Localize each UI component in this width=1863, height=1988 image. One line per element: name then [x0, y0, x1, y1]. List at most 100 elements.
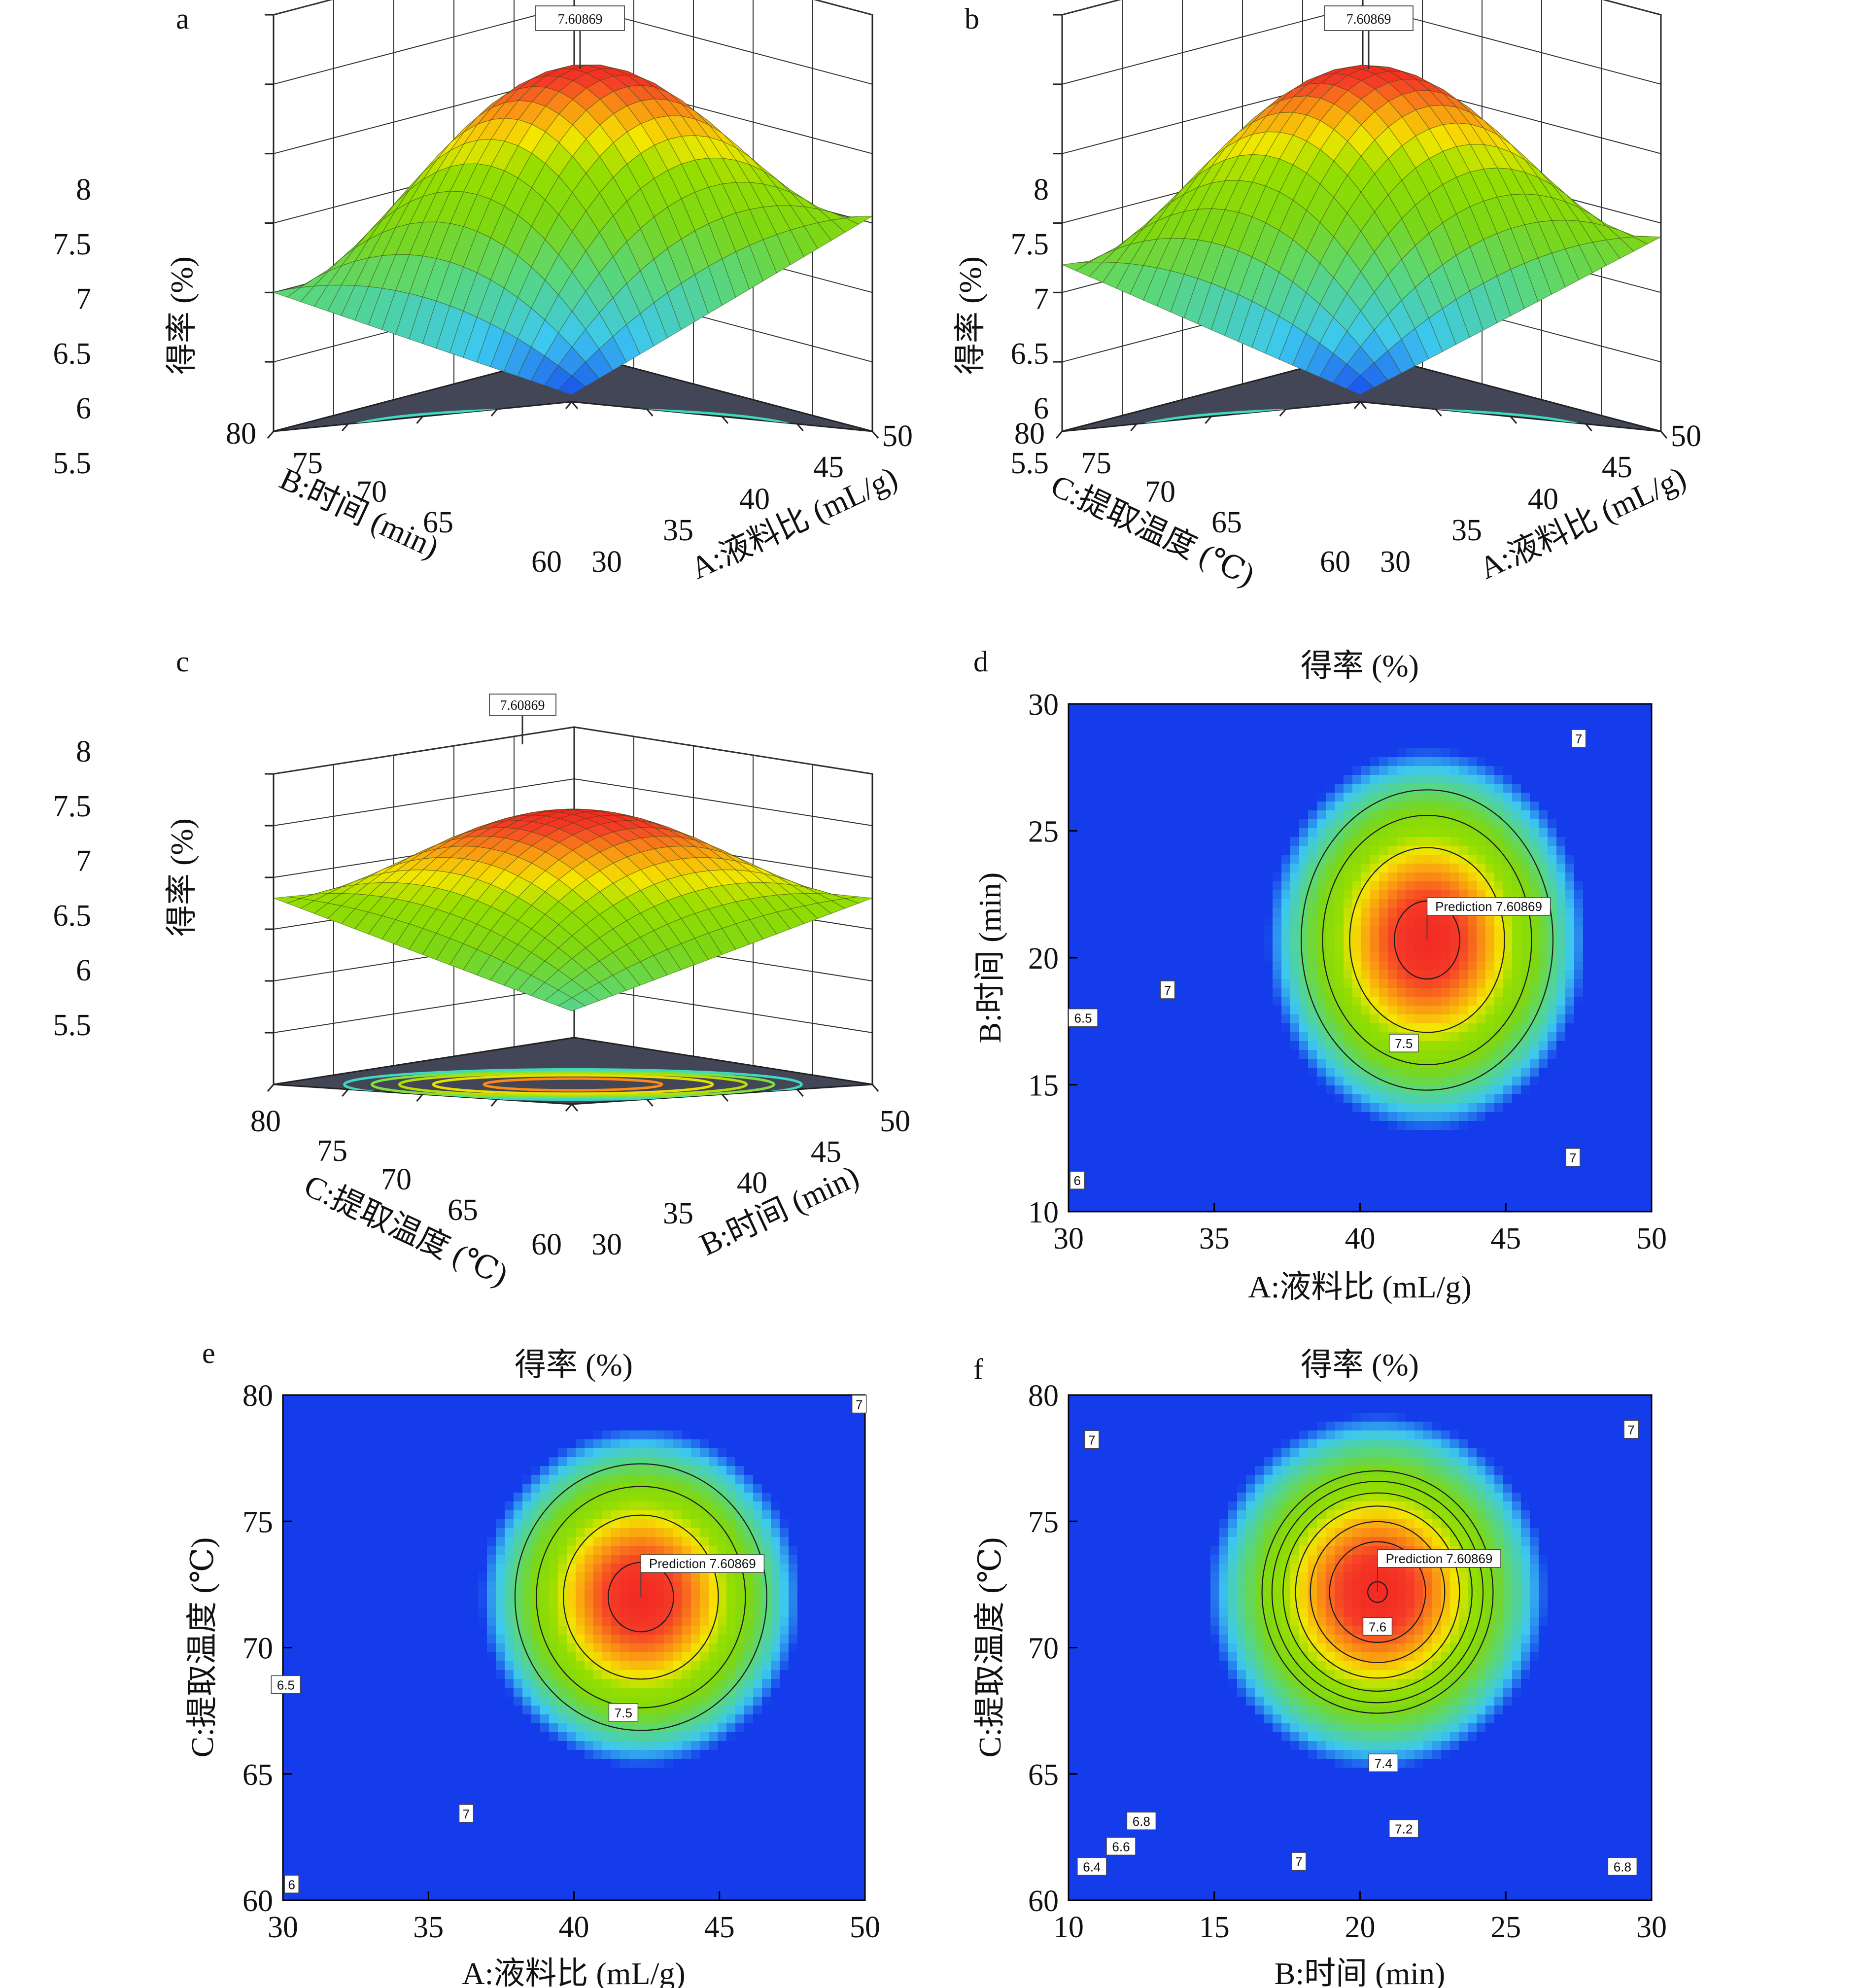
panel-c-z-tick: 8 — [76, 735, 91, 768]
panel-b-floor-contour — [1159, 410, 1564, 431]
panel-c-letter: c — [176, 645, 189, 678]
panel-a-x-tick: 50 — [882, 419, 913, 453]
panel-c-x-tick: 50 — [880, 1105, 910, 1138]
panel-f-contour-label: 7.6 — [1362, 1617, 1393, 1636]
panel-b-floor-contour — [1220, 416, 1503, 431]
panel-c-x-tick: 40 — [737, 1166, 767, 1200]
panel-a-z-axis-label: 得率 (%) — [164, 256, 199, 375]
panel-d-x-tick: 45 — [1490, 1222, 1521, 1256]
panel-c-floor-contour — [483, 1077, 663, 1092]
panel-c-z-tick: 6.5 — [53, 899, 92, 933]
panel-f-x-axis-label: B:时间 (min) — [1275, 1956, 1446, 1988]
panel-d-prediction-flag: Prediction 7.60869 — [1426, 897, 1551, 940]
panel-a-3d-axes — [265, 0, 879, 439]
panel-f-y-tick: 65 — [1028, 1758, 1059, 1792]
panel-d-x-tick: 35 — [1199, 1222, 1230, 1256]
panel-a-z-tick: 8 — [76, 173, 91, 207]
panel-c-floor-contour — [398, 1072, 748, 1097]
panel-a-y-tick: 80 — [226, 417, 256, 451]
panel-b-surface-plot: b 8 7.5 7 6.5 6 5.5 得率 (%) 80 75 70 65 6… — [953, 0, 1701, 593]
panel-d-contour-label: 6 — [1070, 1171, 1085, 1189]
panel-f-contour-label: 7.4 — [1368, 1753, 1399, 1772]
panel-c-x-tick: 45 — [811, 1135, 841, 1169]
panel-b-y-tick: 65 — [1211, 506, 1242, 539]
svg-text:7.60869: 7.60869 — [1346, 12, 1391, 27]
panel-a-y-tick: 75 — [292, 447, 323, 480]
panel-e-contour-plot: e 得率 (%) A:液料比 (mL/g) C:提取温度 (℃) 30 35 40 4… — [185, 1337, 880, 1988]
panel-c-z-tick: 6 — [76, 954, 91, 987]
panel-e-x-tick: 40 — [559, 1911, 589, 1944]
panel-d-contour-line — [1301, 789, 1554, 1091]
panel-c-z-axis-label: 得率 (%) — [164, 818, 199, 937]
panel-d-contour-label: 7 — [1565, 1148, 1581, 1167]
panel-f-x-tick: 30 — [1636, 1911, 1667, 1944]
panel-b-z-tick: 7.5 — [1011, 228, 1049, 261]
panel-f-contour-label: 6.8 — [1126, 1812, 1157, 1830]
panel-d-contour-line — [1322, 814, 1532, 1065]
panel-d-heatmap — [1069, 704, 1652, 1212]
panel-b-z-tick: 6.5 — [1011, 337, 1049, 371]
panel-c-x-tick: 35 — [663, 1197, 693, 1230]
svg-text:7.60869: 7.60869 — [558, 12, 603, 27]
panel-d-y-tick: 30 — [1028, 688, 1059, 722]
panel-e-y-tick: 75 — [242, 1505, 273, 1539]
panel-d-contour-plot: d 得率 (%) A:液料比 (mL/g) B:时间 (min) 30 35 40 4… — [972, 645, 1667, 1304]
panel-d-contour-label: 6.5 — [1068, 1008, 1098, 1027]
panel-e-prediction-flag: Prediction 7.60869 — [640, 1554, 765, 1597]
panel-e-contour-label: 6 — [284, 1875, 299, 1893]
panel-e-contour-label: 7 — [458, 1804, 474, 1823]
panel-e-contour-line — [514, 1463, 767, 1731]
panel-c-floor-contour — [370, 1070, 776, 1099]
panel-e-x-tick: 50 — [850, 1911, 880, 1944]
panel-a-floor-contour — [432, 416, 714, 431]
panel-a-y-tick: 65 — [423, 506, 453, 539]
panel-b-x-axis-label: A:液料比 (mL/g) — [1474, 460, 1691, 586]
panel-f-contour-label: 6.6 — [1106, 1837, 1136, 1856]
panel-f-contour-line — [1271, 1481, 1484, 1704]
panel-d-y-tick: 10 — [1028, 1196, 1059, 1229]
panel-f-y-tick: 60 — [1028, 1884, 1059, 1918]
panel-a-x-axis-label: A:液料比 (mL/g) — [686, 460, 903, 586]
panel-a-surface-plot: a 8 7.5 7 6.5 6 5.5 得率 (%) 80 75 70 65 6… — [53, 0, 913, 586]
panel-f-contour-line — [1295, 1505, 1460, 1679]
panel-a-surface — [272, 65, 874, 395]
panel-c-x-tick: 30 — [591, 1228, 622, 1261]
panel-f-contour-label: 7 — [1623, 1420, 1639, 1439]
svg-text:7.60869: 7.60869 — [500, 698, 545, 713]
panel-f-x-tick: 25 — [1490, 1911, 1521, 1944]
panel-f-contour-line — [1261, 1470, 1494, 1714]
panel-c-y-tick: 70 — [381, 1163, 412, 1196]
panel-f-heatmap — [1069, 1395, 1652, 1900]
panel-f-x-tick: 20 — [1345, 1911, 1376, 1944]
panel-a-z-tick: 7.5 — [53, 228, 92, 261]
panel-e-y-tick: 70 — [242, 1632, 273, 1666]
panel-b-x-tick: 50 — [1671, 419, 1701, 453]
panel-e-contour-label: 6.5 — [271, 1675, 301, 1694]
panel-d-x-tick: 30 — [1053, 1222, 1084, 1256]
panel-c-surface-plot: c 8 7.5 7 6.5 6 5.5 得率 (%) 80 75 70 65 6… — [53, 645, 911, 1292]
panel-e-y-tick: 60 — [242, 1884, 273, 1918]
panel-a-z-tick: 6.5 — [53, 337, 92, 371]
panel-e-y-tick: 80 — [242, 1379, 273, 1413]
panel-c-max-flag: 7.60869 — [489, 694, 556, 716]
panel-b-z-tick: 5.5 — [1011, 447, 1049, 480]
panel-e-y-tick: 65 — [242, 1758, 273, 1792]
panel-a-floor-contour — [370, 410, 776, 431]
panel-e-x-tick: 35 — [413, 1911, 444, 1944]
panel-f-contour-line — [1282, 1492, 1473, 1692]
panel-f-contour-label: 7.2 — [1388, 1819, 1419, 1838]
panel-f-title: 得率 (%) — [1301, 1347, 1419, 1382]
panel-c-surface — [273, 808, 873, 1011]
panel-a-letter: a — [176, 2, 189, 35]
panel-b-y-tick: 60 — [1320, 545, 1350, 579]
panel-c-y-tick: 65 — [448, 1193, 478, 1227]
panel-b-y-tick: 80 — [1014, 417, 1045, 451]
panel-c-z-tick: 5.5 — [53, 1009, 92, 1042]
panel-d-y-tick: 15 — [1028, 1069, 1059, 1103]
panel-b-z-tick: 8 — [1034, 173, 1049, 207]
panel-b-y-tick: 70 — [1145, 475, 1175, 509]
panel-c-floor-contour — [432, 1074, 714, 1095]
panel-b-y-tick: 75 — [1081, 447, 1111, 480]
panel-e-x-axis-label: A:液料比 (mL/g) — [462, 1956, 685, 1988]
